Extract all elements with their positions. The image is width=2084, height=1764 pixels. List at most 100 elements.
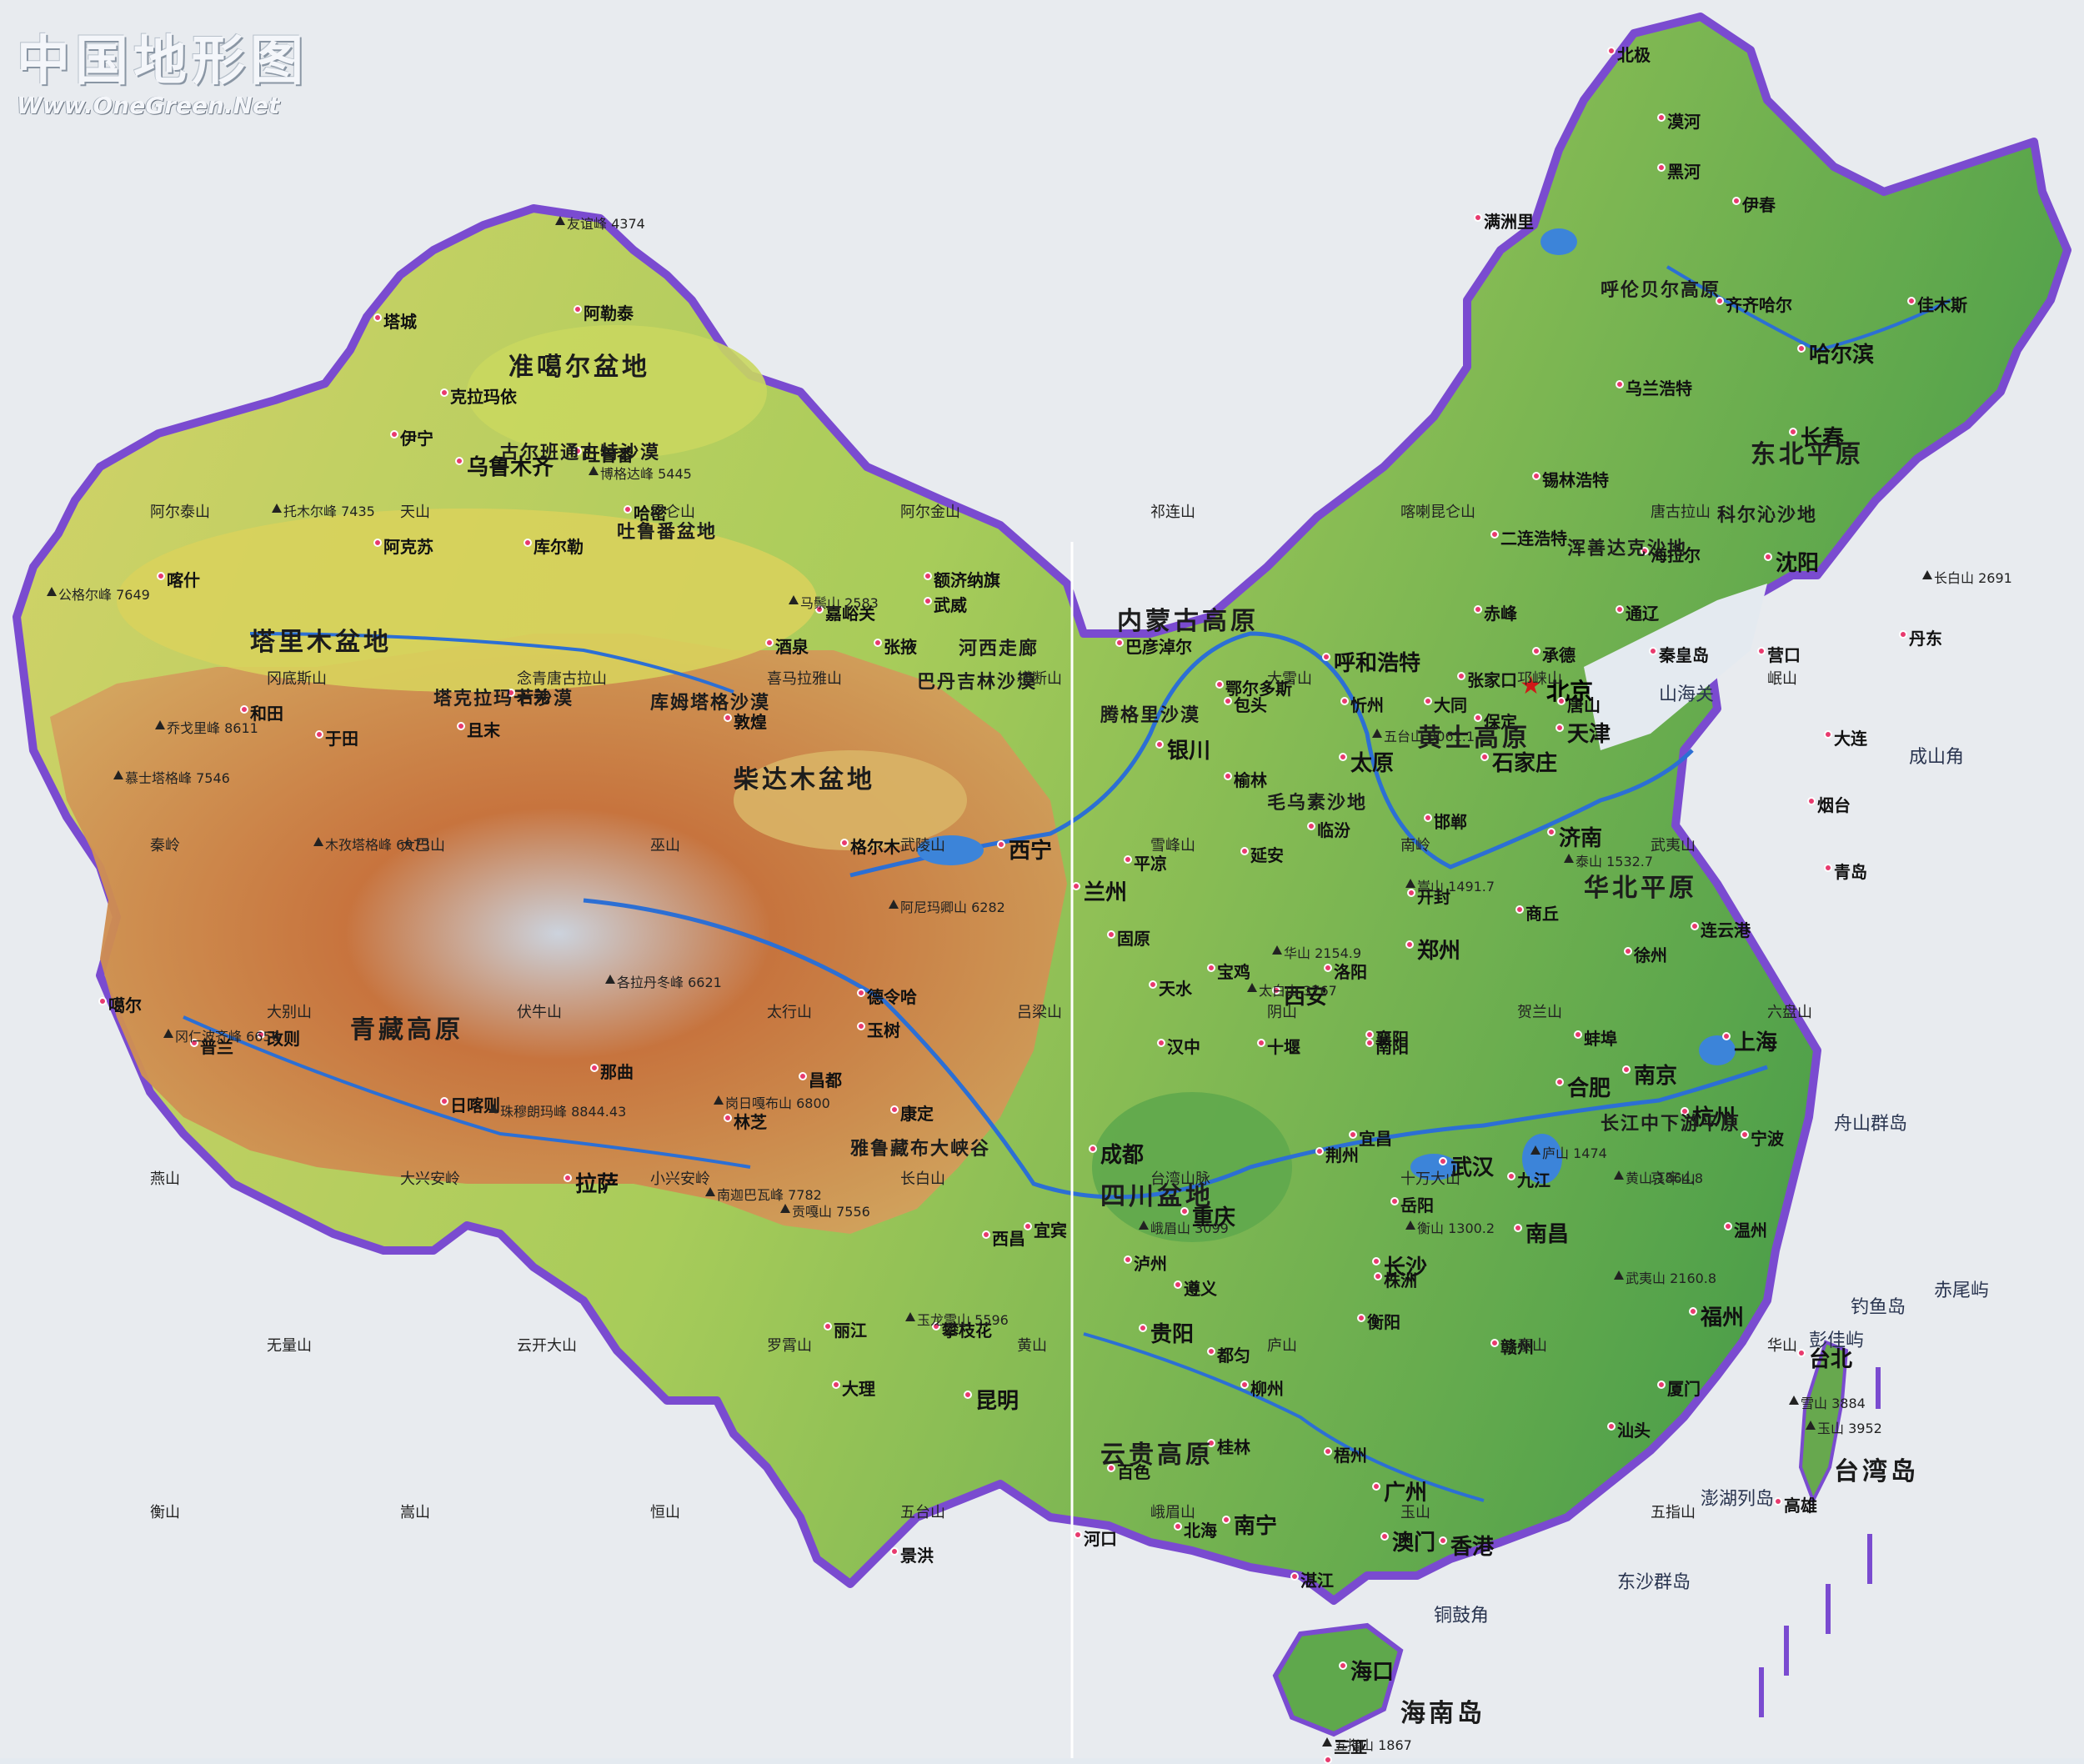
peak-icon <box>889 900 899 909</box>
city-dot-icon <box>1380 1532 1389 1541</box>
junggar-basin <box>467 325 767 459</box>
city-label: 忻州 <box>1350 695 1384 715</box>
range-label: 贺兰山 <box>1517 1004 1562 1021</box>
peak-icon <box>1405 1220 1415 1230</box>
island-label: 山海关 <box>1659 684 1715 705</box>
peak-icon <box>1405 879 1415 888</box>
peak-label: 玉龙雪山 5596 <box>917 1312 1009 1328</box>
city-dot-icon <box>1307 822 1315 830</box>
range-label: 秦岭 <box>150 837 180 854</box>
city-dot-icon <box>1074 1531 1082 1539</box>
city-dot-icon <box>890 1547 899 1556</box>
city-dot-icon <box>1324 1447 1332 1456</box>
city-dot-icon <box>1480 753 1489 761</box>
peak-icon <box>555 216 565 225</box>
city-label: 黑河 <box>1667 162 1701 182</box>
city-label: 赣州 <box>1500 1337 1534 1357</box>
region-label: 吐鲁番盆地 <box>617 522 718 543</box>
city-label: 张掖 <box>884 637 917 657</box>
city-dot-icon <box>1155 740 1164 749</box>
city-dot-icon <box>1107 930 1115 939</box>
city-dot-icon <box>997 840 1005 849</box>
peak-icon <box>705 1187 715 1196</box>
range-label: 念青唐古拉山 <box>517 670 607 688</box>
major-city-label: 成都 <box>1100 1143 1145 1168</box>
city-dot-icon <box>1574 1030 1582 1039</box>
range-label: 巫山 <box>650 837 680 854</box>
city-label: 襄阳 <box>1375 1029 1409 1049</box>
island-label: 澎湖列岛 <box>1701 1489 1775 1510</box>
city-label: 那曲 <box>600 1062 634 1082</box>
sea-boundary-dashes <box>1759 1367 1881 1717</box>
peak-icon <box>163 1029 173 1038</box>
city-dot-icon <box>1507 1172 1515 1180</box>
city-label: 阿克苏 <box>383 537 433 557</box>
city-dot-icon <box>1689 1307 1697 1315</box>
tarim-basin <box>117 509 817 692</box>
city-label: 二连浩特 <box>1500 529 1567 549</box>
capital-star-icon: ★ <box>1520 671 1542 700</box>
peak-label: 阿尼玛卿山 6282 <box>900 900 1005 915</box>
city-label: 赤峰 <box>1484 604 1517 624</box>
region-label: 四川盆地 <box>1100 1182 1214 1211</box>
peak-icon <box>155 720 165 729</box>
city-label: 大理 <box>842 1379 875 1399</box>
range-label: 岷山 <box>1767 670 1797 688</box>
city-dot-icon <box>1174 1280 1182 1289</box>
city-dot-icon <box>815 605 824 614</box>
city-dot-icon <box>1124 1255 1132 1264</box>
range-label: 阿尔泰山 <box>150 504 210 521</box>
peak-label: 木孜塔格峰 6973 <box>325 837 430 853</box>
city-dot-icon <box>1899 630 1907 639</box>
city-label: 连云港 <box>1701 920 1751 940</box>
peak-label: 公格尔峰 7649 <box>58 587 150 603</box>
city-label: 和田 <box>250 704 283 724</box>
major-city-label: 济南 <box>1559 826 1603 851</box>
city-label: 固原 <box>1117 929 1150 949</box>
peak-icon <box>1789 1396 1799 1405</box>
city-label: 海拉尔 <box>1651 545 1701 565</box>
city-dot-icon <box>840 839 849 847</box>
city-label: 景洪 <box>900 1546 934 1566</box>
city-dot-icon <box>1607 47 1616 55</box>
city-label: 蚌埠 <box>1584 1029 1617 1049</box>
city-dot-icon <box>1807 797 1816 805</box>
city-dot-icon <box>1622 1065 1631 1074</box>
major-city-label: 香港 <box>1450 1535 1495 1560</box>
peak-label: 泰山 1532.7 <box>1576 854 1654 869</box>
city-dot-icon <box>1789 428 1797 436</box>
peak-label: 慕士塔格峰 7546 <box>125 770 230 786</box>
city-label: 库尔勒 <box>534 537 584 557</box>
city-dot-icon <box>1365 1039 1374 1047</box>
city-label: 岳阳 <box>1400 1195 1434 1215</box>
range-label: 武陵山 <box>900 837 945 854</box>
city-dot-icon <box>440 1097 448 1105</box>
city-label: 宁波 <box>1751 1129 1784 1149</box>
major-city-label: 西安 <box>1284 985 1328 1010</box>
city-dot-icon <box>1555 1078 1564 1086</box>
city-label: 德令哈 <box>867 987 917 1007</box>
city-label: 荆州 <box>1325 1145 1359 1165</box>
city-label: 吐鲁番 <box>584 445 634 465</box>
major-city-label: 西宁 <box>1009 839 1053 864</box>
peak-icon <box>714 1095 724 1105</box>
city-label: 额济纳旗 <box>934 570 1000 590</box>
peak-label: 岗日嘎布山 6800 <box>725 1095 830 1111</box>
region-label: 海南岛 <box>1400 1699 1485 1728</box>
pearl-river <box>1083 1332 1485 1502</box>
city-label: 康定 <box>900 1104 934 1124</box>
city-dot-icon <box>440 388 448 397</box>
city-dot-icon <box>1324 1756 1332 1764</box>
city-dot-icon <box>1439 1536 1447 1545</box>
city-dot-icon <box>1424 814 1432 822</box>
city-dot-icon <box>1372 1257 1380 1265</box>
city-dot-icon <box>890 1105 899 1114</box>
peak-icon <box>1247 983 1257 992</box>
city-dot-icon <box>1324 964 1332 972</box>
city-dot-icon <box>1732 197 1741 205</box>
region-label: 云贵高原 <box>1100 1441 1214 1470</box>
major-city-label: 重庆 <box>1192 1205 1236 1230</box>
range-label: 衡山 <box>150 1504 180 1521</box>
peak-icon <box>1564 854 1574 863</box>
city-label: 南阳 <box>1375 1037 1409 1057</box>
